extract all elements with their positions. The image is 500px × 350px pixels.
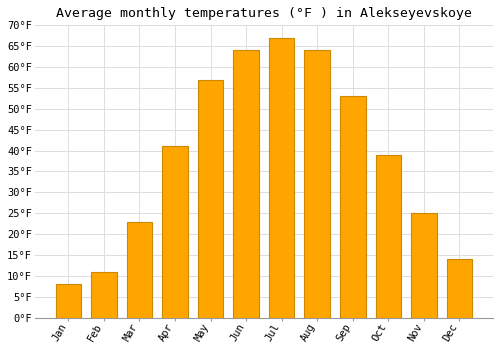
- Bar: [376, 155, 401, 318]
- Bar: [56, 284, 81, 318]
- Bar: [234, 50, 259, 318]
- Bar: [126, 222, 152, 318]
- Bar: [91, 272, 116, 318]
- Bar: [340, 96, 365, 318]
- Bar: [198, 79, 224, 318]
- Bar: [269, 38, 294, 318]
- Title: Average monthly temperatures (°F ) in Alekseyevskoye: Average monthly temperatures (°F ) in Al…: [56, 7, 472, 20]
- Bar: [411, 213, 436, 318]
- Bar: [304, 50, 330, 318]
- Bar: [162, 146, 188, 318]
- Bar: [446, 259, 472, 318]
